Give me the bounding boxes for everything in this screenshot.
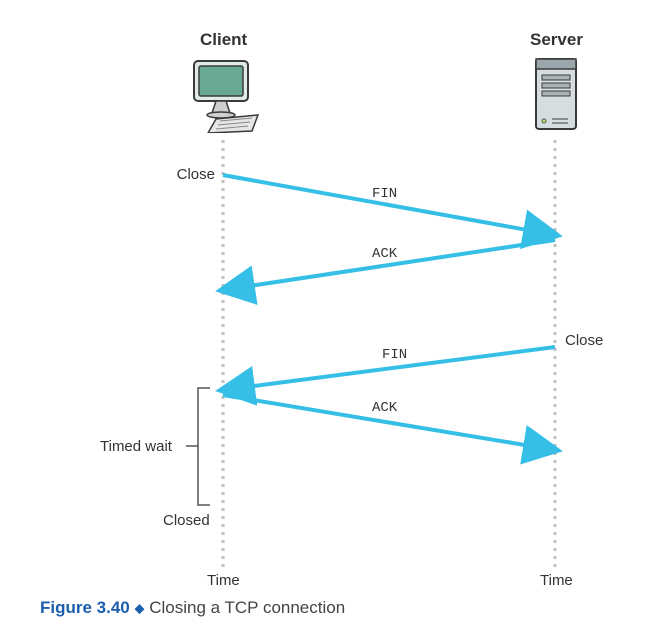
diamond-icon: ◆	[135, 601, 145, 616]
msg-label-fin-2: FIN	[382, 347, 407, 363]
server-time-label: Time	[540, 572, 573, 589]
figure-title: Closing a TCP connection	[149, 598, 345, 617]
timed-wait-label: Timed wait	[100, 438, 172, 455]
msg-label-ack-1: ACK	[372, 246, 397, 262]
sequence-diagram	[0, 0, 668, 636]
msg-label-ack-2: ACK	[372, 400, 397, 416]
timed-wait-bracket	[186, 388, 210, 505]
client-time-label: Time	[207, 572, 240, 589]
client-close-label: Close	[177, 166, 215, 183]
figure-number: Figure 3.40	[40, 598, 130, 617]
client-closed-label: Closed	[163, 512, 210, 529]
figure-caption: Figure 3.40 ◆ Closing a TCP connection	[40, 598, 345, 618]
msg-label-fin-1: FIN	[372, 186, 397, 202]
msg-fin-1	[223, 175, 555, 235]
server-close-label: Close	[565, 332, 603, 349]
